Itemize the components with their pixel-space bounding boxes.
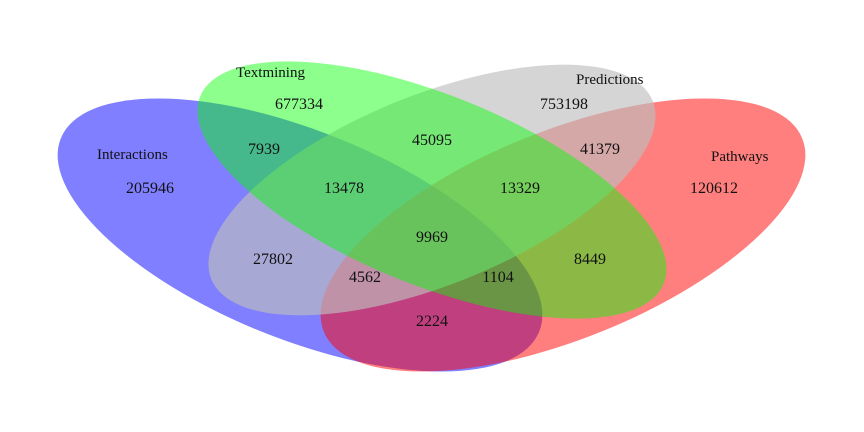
- region-count-interactions-textmining: 7939: [248, 141, 280, 158]
- region-count-textmining-predictions-pathways: 13329: [500, 180, 540, 197]
- region-count-interactions-textmining-predictions: 13478: [324, 180, 364, 197]
- region-count-interactions-predictions: 27802: [253, 251, 293, 268]
- interactions-set-label: Interactions: [97, 147, 168, 163]
- textmining-set-label: Textmining: [236, 65, 305, 81]
- region-count-all-four: 9969: [416, 229, 448, 246]
- region-count-textmining-predictions: 45095: [412, 132, 452, 149]
- pathways-set-label: Pathways: [711, 149, 769, 165]
- region-count-predictions-pathways: 41379: [580, 141, 620, 158]
- textmining-set-ellipse: [197, 61, 667, 319]
- region-count-interactions-only: 205946: [126, 180, 174, 197]
- region-count-textmining-pathways: 8449: [574, 251, 606, 268]
- region-count-interactions-textmining-pathways: 1104: [482, 269, 513, 286]
- region-count-interactions-pathways: 2224: [416, 313, 448, 330]
- predictions-set-label: Predictions: [576, 72, 644, 88]
- region-count-pathways-only: 120612: [690, 180, 738, 197]
- region-count-textmining-only: 677334: [275, 96, 323, 113]
- region-count-interactions-predictions-pathways: 4562: [349, 269, 381, 286]
- predictions-set-ellipse: [208, 64, 656, 316]
- pathways-set-ellipse: [320, 98, 806, 372]
- region-count-predictions-only: 753198: [540, 96, 588, 113]
